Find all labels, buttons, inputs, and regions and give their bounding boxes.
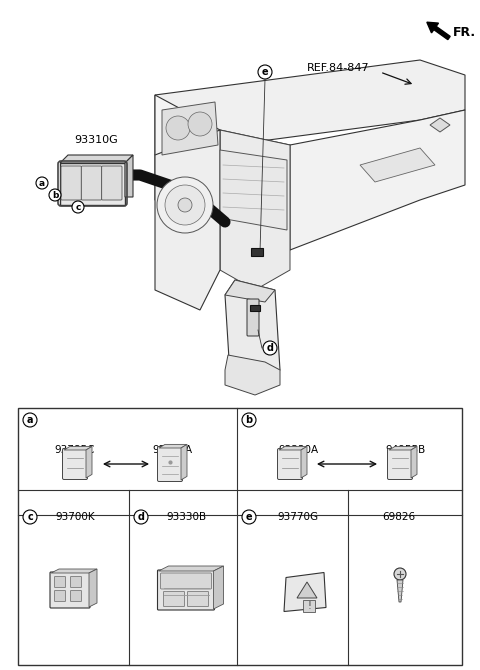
FancyBboxPatch shape	[387, 448, 412, 480]
Polygon shape	[181, 444, 187, 480]
Polygon shape	[86, 446, 92, 478]
FancyBboxPatch shape	[62, 448, 87, 480]
Text: c: c	[75, 202, 81, 212]
Polygon shape	[225, 280, 280, 385]
FancyBboxPatch shape	[55, 576, 65, 588]
Polygon shape	[279, 446, 307, 450]
Text: 69826: 69826	[383, 512, 416, 522]
Text: e: e	[246, 512, 252, 522]
Text: d: d	[137, 512, 144, 522]
FancyBboxPatch shape	[188, 592, 208, 606]
Text: 93785C: 93785C	[55, 445, 95, 455]
FancyBboxPatch shape	[157, 570, 215, 610]
Bar	[250, 305, 260, 311]
Text: 94955B: 94955B	[385, 445, 425, 455]
Polygon shape	[301, 446, 307, 478]
Circle shape	[49, 189, 61, 201]
FancyBboxPatch shape	[81, 166, 102, 200]
Polygon shape	[284, 572, 326, 612]
Text: d: d	[266, 343, 274, 353]
Polygon shape	[159, 444, 187, 448]
FancyArrow shape	[427, 22, 450, 40]
FancyBboxPatch shape	[60, 163, 125, 205]
FancyBboxPatch shape	[157, 446, 182, 482]
Polygon shape	[220, 130, 290, 290]
Text: !: !	[307, 601, 311, 611]
Text: 93700K: 93700K	[55, 512, 95, 522]
Circle shape	[134, 510, 148, 524]
Polygon shape	[225, 355, 280, 395]
FancyBboxPatch shape	[164, 592, 184, 606]
Circle shape	[23, 413, 37, 427]
Polygon shape	[155, 60, 465, 155]
Polygon shape	[430, 118, 450, 132]
Bar	[251, 248, 263, 256]
Circle shape	[165, 185, 205, 225]
Text: a: a	[39, 178, 45, 188]
Polygon shape	[297, 582, 317, 598]
FancyBboxPatch shape	[303, 600, 315, 612]
Circle shape	[242, 510, 256, 524]
FancyBboxPatch shape	[18, 408, 462, 665]
Text: b: b	[52, 190, 58, 200]
Circle shape	[188, 112, 212, 136]
Text: b: b	[245, 415, 252, 425]
Text: 93770G: 93770G	[277, 512, 319, 522]
FancyBboxPatch shape	[71, 590, 82, 602]
Text: a: a	[27, 415, 33, 425]
Text: 93310G: 93310G	[74, 135, 119, 145]
Text: 93330A: 93330A	[152, 445, 192, 455]
Circle shape	[258, 65, 272, 79]
Circle shape	[36, 177, 48, 189]
Circle shape	[178, 198, 192, 212]
Circle shape	[72, 201, 84, 213]
Polygon shape	[60, 155, 133, 163]
Text: c: c	[27, 512, 33, 522]
Polygon shape	[155, 95, 290, 250]
Polygon shape	[411, 446, 417, 478]
Circle shape	[263, 341, 277, 355]
Text: 93330A: 93330A	[278, 445, 318, 455]
FancyBboxPatch shape	[160, 573, 212, 589]
Polygon shape	[397, 580, 403, 602]
Circle shape	[166, 116, 190, 140]
Text: 93330B: 93330B	[166, 512, 206, 522]
FancyBboxPatch shape	[277, 448, 302, 480]
Circle shape	[157, 177, 213, 233]
Text: REF.84-847: REF.84-847	[307, 63, 370, 73]
Polygon shape	[225, 280, 275, 302]
Polygon shape	[389, 446, 417, 450]
Text: FR.: FR.	[453, 27, 476, 40]
Polygon shape	[51, 569, 97, 573]
Circle shape	[23, 510, 37, 524]
FancyBboxPatch shape	[247, 299, 259, 336]
Polygon shape	[155, 130, 220, 310]
FancyBboxPatch shape	[50, 572, 90, 608]
Circle shape	[242, 413, 256, 427]
Polygon shape	[360, 148, 435, 182]
FancyBboxPatch shape	[55, 590, 65, 602]
Circle shape	[394, 568, 406, 580]
Polygon shape	[290, 110, 465, 250]
Polygon shape	[158, 566, 224, 571]
Polygon shape	[64, 446, 92, 450]
Polygon shape	[162, 102, 218, 155]
Polygon shape	[125, 155, 133, 197]
FancyBboxPatch shape	[61, 166, 81, 200]
FancyBboxPatch shape	[102, 166, 122, 200]
Polygon shape	[214, 566, 224, 609]
Polygon shape	[89, 569, 97, 607]
Polygon shape	[220, 150, 287, 230]
FancyBboxPatch shape	[71, 576, 82, 588]
Text: e: e	[262, 67, 268, 77]
